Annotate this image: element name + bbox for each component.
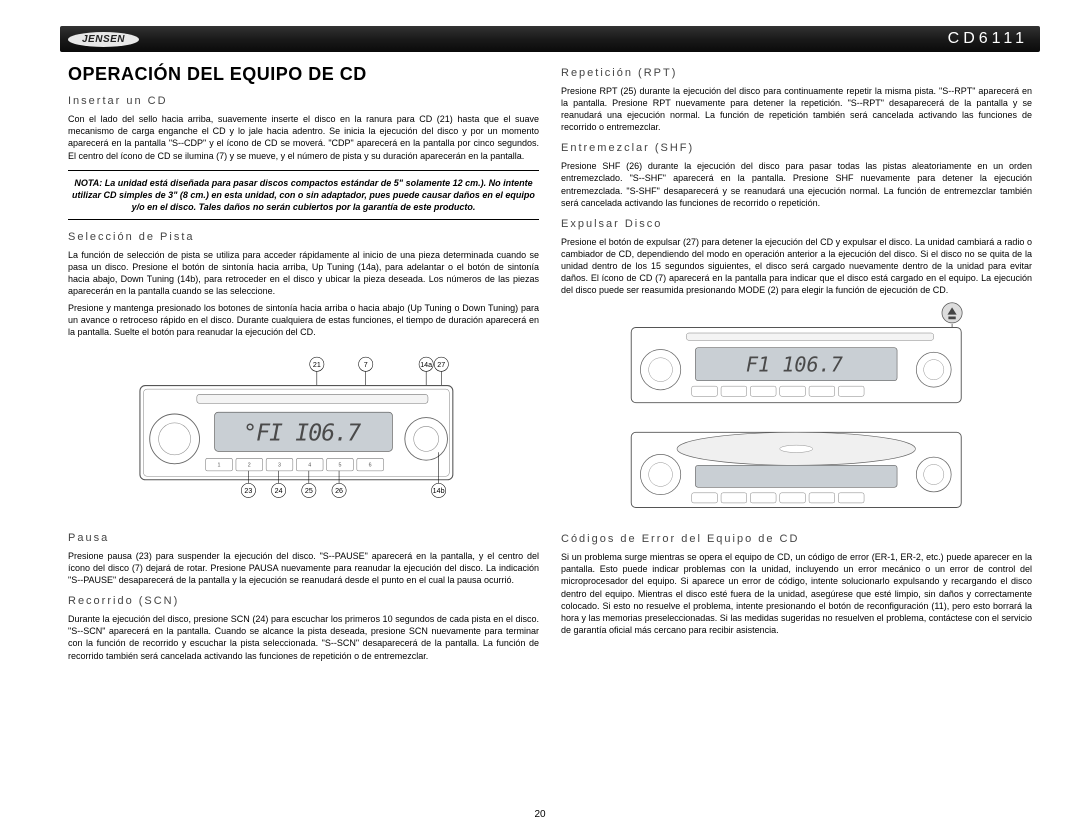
- callout-26: 26: [335, 487, 343, 495]
- callout-14b: 14b: [433, 487, 445, 495]
- sec-error-body: Si un problema surge mientras se opera e…: [561, 551, 1032, 636]
- callout-14a: 14a: [420, 361, 432, 369]
- callout-25: 25: [305, 487, 313, 495]
- callout-24: 24: [275, 487, 283, 495]
- svg-text:°FI I06.7: °FI I06.7: [243, 421, 361, 447]
- sec-pause-title: Pausa: [68, 531, 539, 546]
- callout-27: 27: [437, 361, 445, 369]
- sec-track-body1: La función de selección de pista se util…: [68, 249, 539, 298]
- sec-rpt-title: Repetición (RPT): [561, 66, 1032, 81]
- header-bar: JENSEN CD6111: [60, 26, 1040, 52]
- svg-text:4: 4: [308, 462, 311, 468]
- model-number: CD6111: [948, 30, 1028, 48]
- callout-23: 23: [244, 487, 252, 495]
- sec-track-title: Selección de Pista: [68, 230, 539, 245]
- svg-text:5: 5: [338, 462, 341, 468]
- sec-eject-body: Presione el botón de expulsar (27) para …: [561, 236, 1032, 297]
- sec-track-body2: Presione y mantenga presionado los boton…: [68, 302, 539, 338]
- sec-scan-body: Durante la ejecución del disco, presione…: [68, 613, 539, 662]
- callout-7: 7: [364, 361, 368, 369]
- display-text-1: F1 106.7: [746, 353, 843, 377]
- svg-text:2: 2: [248, 462, 251, 468]
- radio-diagram-eject2: [589, 414, 1003, 524]
- sec-shf-title: Entremezclar (SHF): [561, 141, 1032, 156]
- right-column: Repetición (RPT) Presione RPT (25) duran…: [561, 62, 1032, 794]
- sec-eject-title: Expulsar Disco: [561, 217, 1032, 232]
- page-number: 20: [534, 809, 545, 820]
- svg-text:6: 6: [369, 462, 372, 468]
- svg-text:3: 3: [278, 462, 281, 468]
- sec-rpt-body: Presione RPT (25) durante la ejecución d…: [561, 85, 1032, 134]
- brand-logo: JENSEN: [68, 32, 139, 47]
- main-title: OPERACIÓN DEL EQUIPO DE CD: [68, 62, 539, 86]
- sec-pause-body: Presione pausa (23) para suspender la ej…: [68, 550, 539, 586]
- callout-21: 21: [313, 361, 321, 369]
- sec-insert-title: Insertar un CD: [68, 94, 539, 109]
- sec-error-title: Códigos de Error del Equipo de CD: [561, 532, 1032, 547]
- left-column: OPERACIÓN DEL EQUIPO DE CD Insertar un C…: [68, 62, 539, 794]
- radio-diagram-eject1: F1 106.7: [589, 300, 1003, 410]
- sec-scan-title: Recorrido (SCN): [68, 594, 539, 609]
- sec-shf-body: Presione SHF (26) durante la ejecución d…: [561, 160, 1032, 209]
- page-content: OPERACIÓN DEL EQUIPO DE CD Insertar un C…: [68, 62, 1032, 794]
- sec-insert-body: Con el lado del sello hacia arriba, suav…: [68, 113, 539, 162]
- note-box: NOTA: La unidad está diseñada para pasar…: [68, 170, 539, 220]
- radio-diagram-main: 21 7 14a 27 °FI I06.7: [68, 350, 539, 510]
- svg-text:1: 1: [218, 462, 221, 468]
